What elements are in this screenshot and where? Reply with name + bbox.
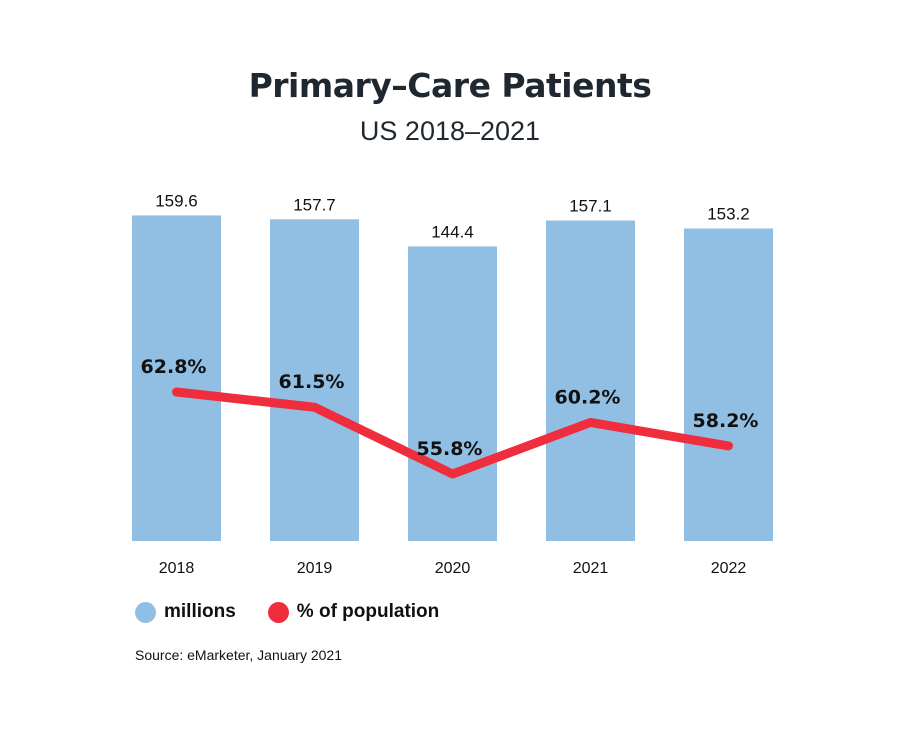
line-value-label-2021: 60.2% (555, 386, 621, 408)
line-value-label-2019: 61.5% (279, 371, 345, 393)
source-note: Source: eMarketer, January 2021 (135, 647, 343, 663)
line-value-label-2020: 55.8% (417, 438, 483, 460)
chart-title: Primary–Care Patients (248, 66, 652, 105)
legend: millions % of population (135, 601, 471, 623)
bar-2022 (684, 228, 773, 542)
legend-label-millions: millions (164, 601, 236, 622)
line-value-label-2018: 62.8% (141, 356, 207, 378)
bar-2018 (132, 215, 221, 541)
x-tick-label-2021: 2021 (573, 560, 609, 577)
x-tick-label-2019: 2019 (297, 560, 333, 577)
legend-item-millions: millions (135, 601, 236, 623)
bar-2020 (408, 246, 497, 541)
bar-value-label-2020: 144.4 (431, 222, 474, 241)
x-tick-label-2020: 2020 (435, 560, 471, 577)
bar-2019 (270, 219, 359, 542)
legend-swatch-percent (267, 601, 289, 623)
legend-label-percent: % of population (296, 601, 440, 622)
bar-value-label-2022: 153.2 (707, 204, 750, 223)
bar-value-label-2018: 159.6 (155, 191, 198, 210)
line-value-label-2022: 58.2% (693, 410, 759, 432)
bar-value-label-2021: 157.1 (569, 197, 612, 216)
x-tick-label-2018: 2018 (159, 560, 195, 577)
bar-2021 (546, 220, 635, 542)
legend-item-percent: % of population (267, 601, 440, 623)
x-tick-label-2022: 2022 (711, 560, 747, 577)
chart-subtitle: US 2018–2021 (359, 116, 541, 146)
bar-value-label-2019: 157.7 (293, 195, 336, 214)
line-percent-population (172, 387, 733, 479)
legend-swatch-millions (135, 601, 156, 623)
